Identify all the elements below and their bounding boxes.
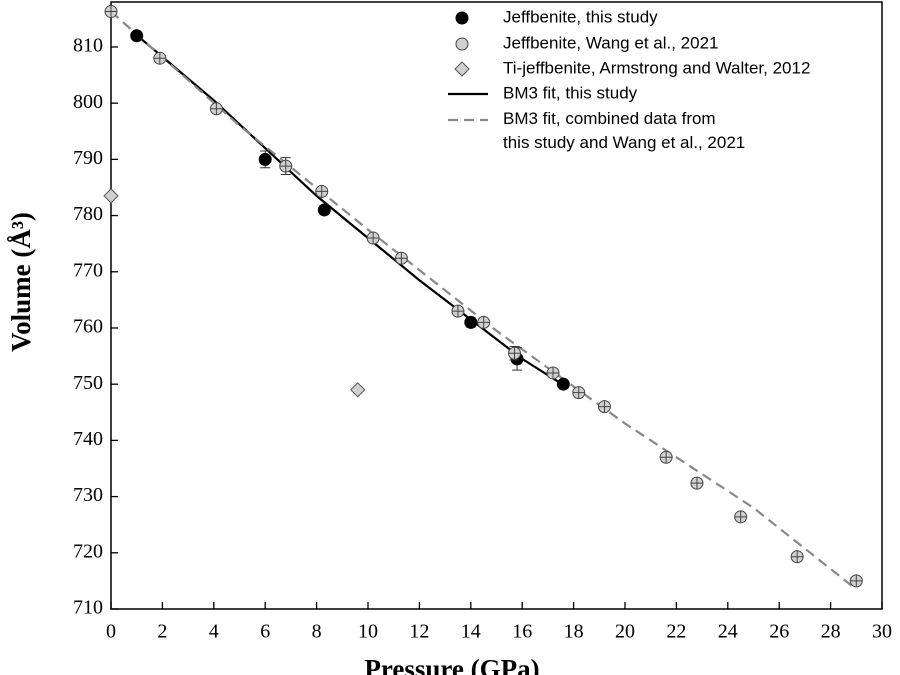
x-tick-label: 20 [615,621,635,643]
legend-swatch [454,61,470,77]
legend-swatch [455,11,469,25]
point-cross [105,5,117,18]
plot-frame [110,1,883,610]
legend-label: BM3 fit, this study [503,83,638,102]
x-tick-label: 8 [312,621,322,643]
point-cross [153,52,166,65]
x-tick-label: 0 [106,621,116,643]
point-cross [508,347,521,360]
x-tick-label: 16 [512,621,532,643]
point-cross [572,386,585,399]
point-cross [660,451,673,464]
point-cross [315,185,328,198]
point-cross [477,316,490,329]
point-cross [210,102,223,115]
x-tick-label: 10 [358,621,378,643]
y-tick-label: 710 [73,597,103,619]
x-tick-label: 2 [157,621,167,643]
point-cross [279,160,292,173]
point [556,377,570,391]
point-cross [367,232,380,245]
point-cross [547,366,560,379]
point-cross [598,400,611,413]
y-tick-label: 730 [73,484,103,506]
y-axis-title: Volume (Å³) [6,212,36,352]
y-tick-label: 810 [73,35,103,57]
legend-label: BM3 fit, combined data from this study an… [503,109,745,152]
legend-label: Jeffbenite, Wang et al., 2021 [503,33,718,52]
x-tick-label: 28 [821,621,841,643]
point [317,203,331,217]
point-cross [690,477,703,490]
point [103,188,119,204]
y-tick-label: 740 [73,428,103,450]
x-tick-label: 22 [666,621,686,643]
y-tick-label: 720 [73,540,103,562]
y-tick-label: 760 [73,316,103,338]
point-cross [451,305,464,318]
point-cross [850,574,863,587]
legend-swatch [455,37,469,51]
point [350,382,366,398]
legend-label: Ti-jeffbenite, Armstrong and Walter, 201… [503,58,810,77]
point [258,152,272,166]
y-tick-label: 800 [73,91,103,113]
y-tick-label: 780 [73,203,103,225]
y-tick-label: 750 [73,372,103,394]
point [130,29,144,43]
y-tick-label: 790 [73,147,103,169]
fit-line [110,10,857,591]
x-tick-label: 30 [872,621,892,643]
x-tick-label: 18 [564,621,584,643]
point-cross [734,510,747,523]
x-tick-label: 6 [260,621,270,643]
x-axis-title: Pressure (GPa) [364,654,539,675]
x-tick-label: 4 [209,621,219,643]
point-cross [791,550,804,563]
x-tick-label: 14 [461,621,481,643]
x-tick-label: 24 [718,621,738,643]
point-cross [395,252,408,265]
y-tick-label: 770 [73,259,103,281]
x-tick-label: 26 [769,621,789,643]
x-tick-label: 12 [409,621,429,643]
legend-label: Jeffbenite, this study [503,7,658,26]
point [464,315,478,329]
